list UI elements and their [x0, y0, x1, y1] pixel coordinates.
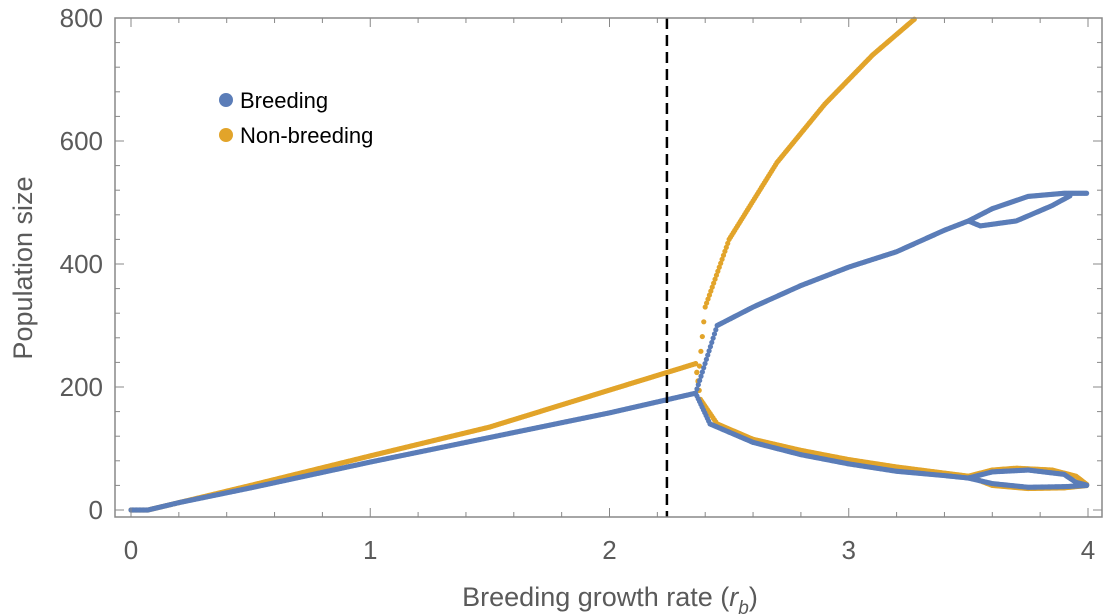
- data-point-non-breeding: [699, 333, 705, 340]
- data-point-non-breeding: [713, 272, 720, 278]
- data-point-non-breeding: [720, 252, 727, 258]
- data-point-non-breeding: [722, 248, 728, 254]
- data-point-non-breeding: [725, 240, 731, 246]
- x-axis-title-main: Breeding growth rate (: [462, 582, 729, 612]
- data-point-breeding: [695, 382, 701, 388]
- y-tick-label: 0: [89, 495, 103, 525]
- legend-marker-breeding: [219, 93, 233, 107]
- data-point-breeding: [713, 327, 719, 333]
- data-point-non-breeding: [708, 288, 714, 294]
- data-point-breeding: [707, 344, 714, 350]
- data-point-non-breeding: [698, 348, 704, 354]
- data-point-non-breeding: [706, 292, 713, 298]
- data-point-non-breeding: [715, 268, 721, 274]
- data-point-breeding: [697, 377, 703, 384]
- data-point-non-breeding: [718, 260, 724, 266]
- data-point-breeding: [1067, 193, 1073, 199]
- data-point-breeding: [699, 369, 705, 375]
- axis-ticks: 0 1 2 3 4 0 200 400 600 800: [60, 3, 1102, 565]
- data-point-breeding: [709, 339, 715, 346]
- data-point-breeding: [701, 365, 707, 371]
- x-tick-label: 4: [1081, 535, 1095, 565]
- data-point-breeding: [1083, 482, 1090, 489]
- x-tick-label: 3: [842, 535, 856, 565]
- y-tick-label: 800: [60, 3, 103, 33]
- y-tick-label: 400: [60, 249, 103, 279]
- y-tick-label: 600: [60, 126, 103, 156]
- x-tick-label: 1: [363, 535, 377, 565]
- data-point-non-breeding: [709, 284, 715, 290]
- legend-label-non-breeding: Non-breeding: [240, 123, 373, 148]
- data-point-breeding: [694, 386, 700, 392]
- legend-marker-non-breeding: [219, 128, 233, 142]
- plot-frame: [114, 17, 1103, 518]
- x-axis-title-variable: r: [729, 582, 739, 612]
- data-point-non-breeding: [705, 296, 711, 302]
- data-point-non-breeding: [696, 363, 703, 369]
- y-axis-title: Population size: [8, 176, 38, 359]
- data-point-breeding: [698, 373, 704, 379]
- x-axis-title: Breeding growth rate (rb): [462, 582, 758, 615]
- x-tick-label: 0: [124, 535, 138, 565]
- x-axis-title-subscript: b: [738, 598, 749, 615]
- data-point-breeding: [1083, 190, 1090, 196]
- y-tick-label: 200: [60, 372, 103, 402]
- data-point-non-breeding: [719, 256, 725, 262]
- data-point-breeding: [711, 331, 718, 337]
- data-point-breeding: [702, 360, 708, 367]
- legend: Breeding Non-breeding: [219, 88, 373, 148]
- data-point-breeding: [710, 335, 716, 341]
- x-axis-title-close: ): [749, 582, 758, 612]
- data-point-non-breeding: [701, 319, 707, 325]
- data-point-non-breeding: [716, 264, 722, 270]
- data-point-non-breeding: [702, 304, 708, 310]
- data-point-non-breeding: [704, 300, 710, 306]
- data-point-breeding: [703, 356, 709, 362]
- legend-label-breeding: Breeding: [240, 88, 328, 113]
- data-point-non-breeding: [694, 369, 700, 376]
- data-point-non-breeding: [693, 361, 699, 367]
- data-point-non-breeding: [723, 244, 729, 250]
- data-marks: [128, 16, 1090, 513]
- data-point-breeding: [706, 348, 712, 354]
- data-point-non-breeding: [712, 276, 718, 282]
- data-point-non-breeding: [711, 280, 717, 286]
- data-point-breeding: [705, 352, 711, 358]
- x-tick-label: 2: [602, 535, 616, 565]
